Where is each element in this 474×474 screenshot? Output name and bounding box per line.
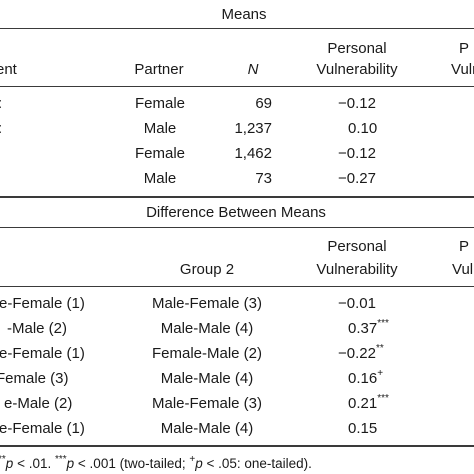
diff-row-value: 0.15 [348,420,378,437]
means-row-partner: Female [134,95,186,112]
means-row-n: 1,462 [234,145,272,162]
header-next-col-line1: P [459,40,470,57]
means-row-stub: : [0,120,2,138]
diff-row-group-1: e-Female (1) [0,420,85,437]
diff-row-group-1: Female (3) [0,370,69,387]
header-personal: Personal [327,238,387,255]
rule-under-means-header [0,86,474,87]
header-vulnerability: Vulnerability [316,61,398,78]
means-title: Means [221,6,267,23]
means-row-stub: : [0,95,2,113]
diff-row-value: 0.37*** [348,318,389,338]
means-row-partner: Female [134,145,186,162]
diff-row-value: 0.21*** [348,393,389,413]
diff-row-group-1: e-Male (2) [4,395,73,412]
diff-row-group-1: e-Female (1) [0,295,85,312]
rule-end-table [0,445,474,447]
diff-row-group-2: Male-Male (4) [160,320,254,337]
diff-row-value: 0.16+ [348,368,384,388]
rule-under-difference-header [0,286,474,287]
header-next-col-line2: Vulne [451,61,474,78]
rule-under-difference-title [0,227,474,228]
means-row-pv: −0.27 [338,170,376,187]
diff-row-group-2: Male-Female (3) [151,295,263,312]
header-n: N [247,61,259,78]
means-row-pv: −0.12 [338,95,376,112]
diff-row-group-1: e-Female (1) [0,345,85,362]
rule-under-means-title [0,28,474,29]
header-group-2: Group 2 [179,261,235,278]
diff-row-group-2: Male-Male (4) [160,370,254,387]
means-row-pv: 0.10 [348,120,378,137]
means-row-n: 1,237 [234,120,272,137]
diff-row-group-2: Male-Male (4) [160,420,254,437]
header-next-col-line2: Vuln [452,261,474,278]
rule-end-means [0,196,474,198]
means-row-partner: Male [143,170,177,187]
means-row-partner: Male [143,120,177,137]
header-personal: Personal [327,40,387,57]
diff-row-value: −0.01 [338,295,376,312]
header-first-column: ent [0,61,17,78]
difference-title: Difference Between Means [146,204,326,221]
diff-row-group-1: -Male (2) [7,320,68,337]
header-next-col-line1: P [459,238,470,255]
header-partner: Partner [134,61,184,78]
table-footnote: **p < .01. ***p < .001 (two-tailed; +p <… [0,453,312,471]
means-row-n: 73 [255,170,272,187]
diff-row-value: −0.22** [338,343,384,363]
means-row-n: 69 [255,95,272,112]
means-row-pv: −0.12 [338,145,376,162]
header-vulnerability: Vulnerability [316,261,398,278]
diff-row-group-2: Male-Female (3) [151,395,263,412]
diff-row-group-2: Female-Male (2) [151,345,263,362]
